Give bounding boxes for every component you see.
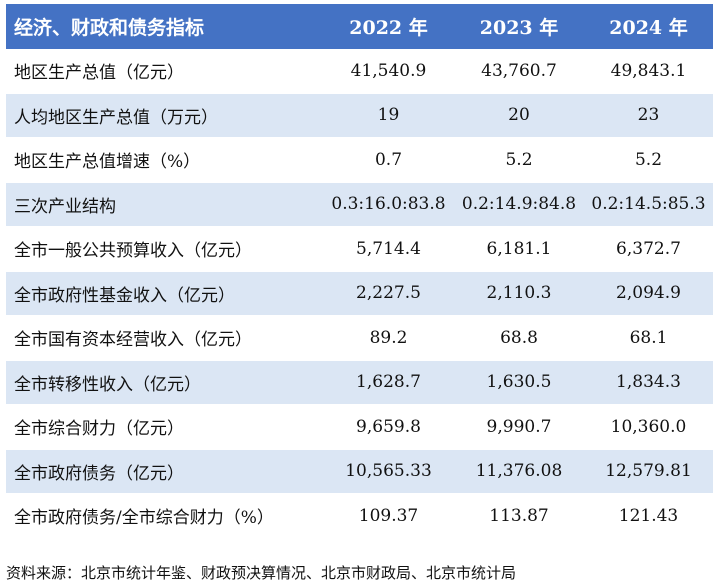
cell-2024: 121.43 xyxy=(618,505,679,526)
cell-2024: 2,094.9 xyxy=(616,283,681,304)
table-row: 地区生产总值增速（%） 0.7 5.2 5.2 xyxy=(6,138,713,183)
cell-2022: 19 xyxy=(377,105,400,126)
cell-2023: 6,181.1 xyxy=(486,238,552,259)
cell-2024: 1,834.3 xyxy=(616,372,681,393)
row-label: 全市综合财力（亿元） xyxy=(14,419,184,440)
cell-2024: 12,579.81 xyxy=(605,461,692,482)
row-label: 全市政府债务（亿元） xyxy=(14,463,184,484)
cell-2022: 41,540.9 xyxy=(350,60,427,81)
cell-2023: 68.8 xyxy=(500,327,538,348)
table-row: 全市一般公共预算收入（亿元） 5,714.4 6,181.1 6,372.7 xyxy=(6,227,713,272)
header-indicator: 经济、财政和债务指标 xyxy=(14,17,205,39)
table-row: 三次产业结构 0.3:16.0:83.8 0.2:14.9:84.8 0.2:1… xyxy=(6,182,713,227)
table-row: 全市政府债务（亿元） 10,565.33 11,376.08 12,579.81 xyxy=(6,449,713,494)
row-label: 全市转移性收入（亿元） xyxy=(14,374,201,395)
cell-2024: 6,372.7 xyxy=(616,238,681,259)
cell-2024: 10,360.0 xyxy=(610,416,687,437)
cell-2023: 1,630.5 xyxy=(486,372,552,393)
header-year-2023: 2023 年 xyxy=(479,17,559,39)
table-row: 地区生产总值（亿元） 41,540.9 43,760.7 49,843.1 xyxy=(6,49,713,94)
table-row: 人均地区生产总值（万元） 19 20 23 xyxy=(6,93,713,138)
row-label: 三次产业结构 xyxy=(14,196,116,217)
cell-2023: 2,110.3 xyxy=(486,283,552,304)
row-label: 全市政府债务/全市综合财力（%） xyxy=(14,508,274,529)
row-label: 全市国有资本经营收入（亿元） xyxy=(14,330,252,351)
cell-2023: 113.87 xyxy=(489,505,549,526)
cell-2022: 0.3:16.0:83.8 xyxy=(331,194,446,215)
cell-2024: 23 xyxy=(637,105,660,126)
header-year-2022: 2022 年 xyxy=(349,17,428,39)
cell-2024: 49,843.1 xyxy=(610,60,687,81)
row-label: 地区生产总值（亿元） xyxy=(14,63,184,84)
row-label: 人均地区生产总值（万元） xyxy=(14,107,218,128)
table-row: 全市国有资本经营收入（亿元） 89.2 68.8 68.1 xyxy=(6,316,713,361)
economic-fiscal-debt-table: 经济、财政和债务指标 2022 年 2023 年 2024 年 地区生产总值（亿… xyxy=(6,4,713,539)
source-note: 资料来源：北京市统计年鉴、财政预决算情况、北京市财政局、北京市统计局 xyxy=(6,564,517,582)
row-label: 全市政府性基金收入（亿元） xyxy=(14,285,235,306)
cell-2024: 0.2:14.5:85.3 xyxy=(591,194,706,215)
cell-2023: 43,760.7 xyxy=(481,60,557,81)
row-label: 全市一般公共预算收入（亿元） xyxy=(14,241,252,262)
cell-2022: 9,659.8 xyxy=(356,416,421,437)
cell-2022: 5,714.4 xyxy=(356,238,421,259)
cell-2023: 20 xyxy=(508,105,530,126)
cell-2024: 5.2 xyxy=(634,149,663,170)
cell-2022: 2,227.5 xyxy=(356,283,421,304)
table-row: 全市政府性基金收入（亿元） 2,227.5 2,110.3 2,094.9 xyxy=(6,271,713,316)
table-header: 经济、财政和债务指标 2022 年 2023 年 2024 年 xyxy=(6,4,713,49)
cell-2022: 10,565.33 xyxy=(345,461,432,482)
cell-2022: 89.2 xyxy=(369,327,408,348)
table-row: 全市政府债务/全市综合财力（%） 109.37 113.87 121.43 xyxy=(6,494,713,539)
cell-2022: 1,628.7 xyxy=(356,372,421,393)
cell-2024: 68.1 xyxy=(629,327,668,348)
cell-2023: 9,990.7 xyxy=(486,416,552,437)
cell-2023: 0.2:14.9:84.8 xyxy=(461,194,577,215)
cell-2023: 11,376.08 xyxy=(475,461,563,482)
cell-2022: 109.37 xyxy=(358,505,419,526)
table-row: 全市转移性收入（亿元） 1,628.7 1,630.5 1,834.3 xyxy=(6,360,713,405)
table-row: 全市综合财力（亿元） 9,659.8 9,990.7 10,360.0 xyxy=(6,405,713,450)
header-year-2024: 2024 年 xyxy=(609,17,688,39)
row-label: 地区生产总值增速（%） xyxy=(14,152,201,173)
cell-2022: 0.7 xyxy=(374,149,403,170)
cell-2023: 5.2 xyxy=(505,149,533,170)
